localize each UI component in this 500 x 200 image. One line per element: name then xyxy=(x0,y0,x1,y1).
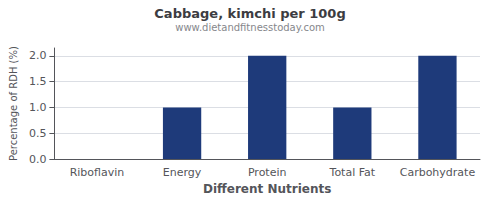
svg-text:Carbohydrate: Carbohydrate xyxy=(400,166,476,179)
svg-text:Different Nutrients: Different Nutrients xyxy=(203,182,331,196)
svg-text:www.dietandfitnesstoday.com: www.dietandfitnesstoday.com xyxy=(175,22,324,33)
svg-text:Protein: Protein xyxy=(248,166,287,179)
svg-text:Cabbage, kimchi per 100g: Cabbage, kimchi per 100g xyxy=(154,6,345,21)
svg-text:1.0: 1.0 xyxy=(29,101,47,114)
svg-text:Total Fat: Total Fat xyxy=(329,166,376,179)
svg-text:0.5: 0.5 xyxy=(29,127,47,140)
svg-text:1.5: 1.5 xyxy=(29,75,47,88)
svg-text:2.0: 2.0 xyxy=(29,49,47,62)
svg-text:0.0: 0.0 xyxy=(29,153,47,166)
svg-text:Riboflavin: Riboflavin xyxy=(70,166,125,179)
svg-text:Percentage of RDH (%): Percentage of RDH (%) xyxy=(8,46,19,161)
svg-text:Energy: Energy xyxy=(163,166,202,179)
